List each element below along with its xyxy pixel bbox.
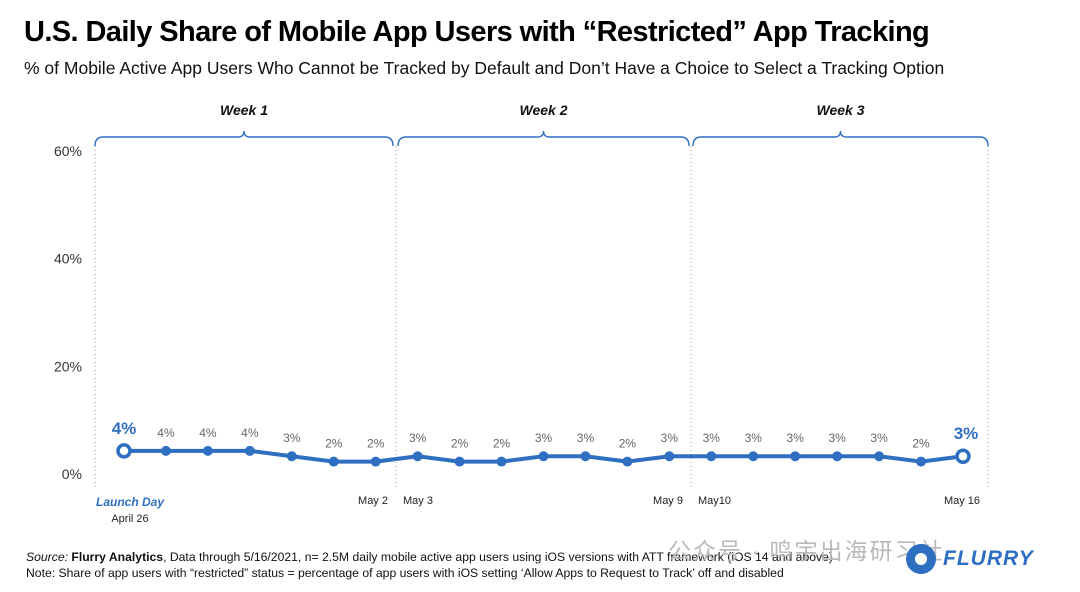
data-point xyxy=(580,451,591,462)
data-point xyxy=(916,456,927,467)
data-point xyxy=(874,451,885,462)
data-point-endpoint xyxy=(116,443,132,459)
data-point xyxy=(160,445,171,456)
data-label: 3% xyxy=(661,431,679,445)
x-annotation-label: May 16 xyxy=(944,495,980,507)
week-label: Week 1 xyxy=(220,102,268,118)
data-label: 3% xyxy=(828,431,846,445)
flurry-logo-text: FLURRY xyxy=(943,547,1034,570)
source-line: Source: Flurry Analytics, Data through 5… xyxy=(26,549,833,565)
data-label: 2% xyxy=(325,437,343,451)
source-prefix: Source: xyxy=(26,550,69,564)
x-annotation-label: May10 xyxy=(698,495,731,507)
data-label: 2% xyxy=(493,437,511,451)
x-annotation-label: May 3 xyxy=(403,495,433,507)
data-label: 2% xyxy=(619,437,637,451)
data-point xyxy=(538,451,549,462)
data-label: 3% xyxy=(870,431,888,445)
flurry-logo: FLURRY xyxy=(906,544,1034,574)
x-annotation-sublabel: April 26 xyxy=(111,513,148,525)
data-label: 3% xyxy=(535,431,553,445)
data-point xyxy=(286,451,297,462)
data-point xyxy=(622,456,633,467)
data-label: 3% xyxy=(703,431,721,445)
data-label: 4% xyxy=(157,426,175,440)
data-point xyxy=(832,451,843,462)
data-point-endpoint xyxy=(955,448,971,464)
data-point xyxy=(664,451,675,462)
data-label: 3% xyxy=(283,431,301,445)
chart-title: U.S. Daily Share of Mobile App Users wit… xyxy=(24,16,930,48)
x-annotation-label: May 9 xyxy=(653,495,683,507)
note-line: Note: Share of app users with “restricte… xyxy=(26,566,784,580)
data-label: 4% xyxy=(241,426,259,440)
week-bracket xyxy=(397,130,690,147)
data-label: 2% xyxy=(451,437,469,451)
data-point xyxy=(412,451,423,462)
chart-subtitle: % of Mobile Active App Users Who Cannot … xyxy=(24,58,945,78)
data-label: 3% xyxy=(745,431,763,445)
footer: Source: Flurry Analytics, Data through 5… xyxy=(26,549,833,581)
source-name: Flurry Analytics xyxy=(71,550,164,564)
watermark-text: 公众号 · 鸣宇出海研习社 xyxy=(668,538,945,564)
y-tick-label: 20% xyxy=(54,358,82,374)
data-label: 2% xyxy=(367,437,385,451)
data-point xyxy=(244,445,255,456)
data-label: 3% xyxy=(787,431,805,445)
week-bracket xyxy=(692,130,989,147)
week-label: Week 3 xyxy=(817,102,865,118)
data-point xyxy=(454,456,465,467)
data-label: 3% xyxy=(577,431,595,445)
y-tick-label: 0% xyxy=(62,466,82,482)
x-annotation-label: May 2 xyxy=(358,495,388,507)
week-label: Week 2 xyxy=(520,102,568,118)
week-bracket xyxy=(94,130,394,147)
data-point xyxy=(370,456,381,467)
data-label: 2% xyxy=(912,437,930,451)
x-annotation-label: Launch Day xyxy=(96,495,165,509)
data-label: 4% xyxy=(112,419,137,438)
data-label: 4% xyxy=(199,426,217,440)
data-point xyxy=(706,451,717,462)
data-label: 3% xyxy=(954,424,979,443)
source-text: , Data through 5/16/2021, n= 2.5M daily … xyxy=(163,550,833,564)
flurry-logo-icon xyxy=(906,544,936,574)
y-tick-label: 60% xyxy=(54,143,82,159)
data-point xyxy=(748,451,759,462)
data-point xyxy=(328,456,339,467)
data-point xyxy=(496,456,507,467)
data-label: 3% xyxy=(409,431,427,445)
line-chart: 0% 20% 40% 60% Week 1 Week 2 Week 3 4% 4% 4% 4% 3% 2… xyxy=(54,102,989,525)
data-point xyxy=(790,451,801,462)
y-tick-label: 40% xyxy=(54,251,82,267)
data-point xyxy=(202,445,213,456)
